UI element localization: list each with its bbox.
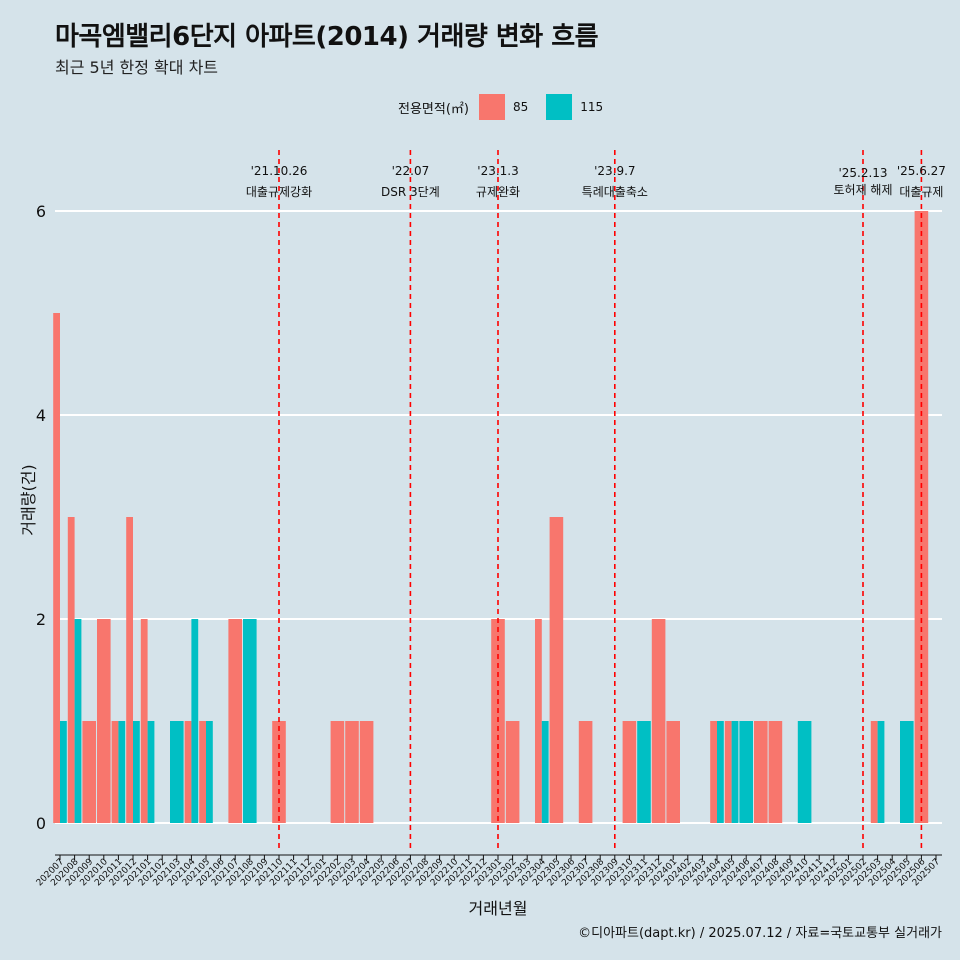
bar-85-202009 xyxy=(82,721,96,823)
bar-85-202408 xyxy=(768,721,783,823)
bar-85-202202 xyxy=(330,721,345,823)
bar-115-202108 xyxy=(243,619,257,823)
event-label: 규제완화 xyxy=(476,185,520,199)
bar-115-202505 xyxy=(900,721,914,823)
bar-115-202104 xyxy=(191,619,199,823)
x-axis-title: 거래년월 xyxy=(469,899,528,918)
bar-85-202304 xyxy=(535,619,542,823)
bar-85-202008 xyxy=(67,517,75,823)
bar-85-202310 xyxy=(622,721,637,823)
bar-115-202008 xyxy=(74,619,82,823)
y-tick-label: 4 xyxy=(36,406,46,425)
bar-115-202406 xyxy=(739,721,753,823)
chart-subtitle: 최근 5년 한정 확대 차트 xyxy=(55,58,219,77)
bar-85-202302 xyxy=(505,721,520,823)
bar-85-202204 xyxy=(359,721,374,823)
bar-85-202105 xyxy=(199,721,206,823)
chart-title: 마곡엠밸리6단지 아파트(2014) 거래량 변화 흐름 xyxy=(55,22,599,52)
bar-85-202104 xyxy=(184,721,192,823)
bar-85-202010 xyxy=(97,619,111,823)
bar-115-202404 xyxy=(717,721,724,823)
event-label: 토허제 해제 xyxy=(833,183,892,197)
bar-115-202105 xyxy=(206,721,213,823)
bar-115-202103 xyxy=(170,721,184,823)
bar-115-202007 xyxy=(60,721,67,823)
bar-85-202503 xyxy=(870,721,878,823)
bar-85-202101 xyxy=(140,619,148,823)
event-label: 대출규제 xyxy=(899,185,943,199)
bar-115-202311 xyxy=(637,721,651,823)
event-label: DSR 3단계 xyxy=(381,185,440,199)
bar-85-202305 xyxy=(549,517,564,823)
legend-swatch-85 xyxy=(478,94,505,120)
event-label: 특례대출축소 xyxy=(582,185,648,199)
event-date: '21.10.26 xyxy=(251,164,308,178)
bar-115-202405 xyxy=(731,721,739,823)
bar-115-202101 xyxy=(147,721,155,823)
y-tick-label: 0 xyxy=(36,814,46,833)
bar-115-202012 xyxy=(133,721,140,823)
event-date: '23.9.7 xyxy=(594,164,635,178)
y-tick-label: 6 xyxy=(36,202,46,221)
bar-85-202405 xyxy=(724,721,732,823)
source-caption: ©디아파트(dapt.kr) / 2025.07.12 / 자료=국토교통부 실… xyxy=(578,926,942,941)
bar-115-202011 xyxy=(118,721,126,823)
bar-115-202410 xyxy=(797,721,812,823)
event-label: 대출규제강화 xyxy=(246,185,312,199)
bar-85-202404 xyxy=(710,721,717,823)
legend-label-115: 115 xyxy=(580,100,604,114)
bar-85-202401 xyxy=(666,721,680,823)
bar-85-202011 xyxy=(111,721,119,823)
bar-85-202506 xyxy=(914,211,929,823)
legend-title: 전용면적(㎡) xyxy=(398,101,469,117)
y-axis-title: 거래량(건) xyxy=(19,464,38,535)
event-date: '25.2.13 xyxy=(838,166,887,180)
bar-85-202407 xyxy=(754,721,768,823)
y-tick-label: 2 xyxy=(36,610,46,629)
bar-85-202007 xyxy=(53,313,60,823)
bar-115-202503 xyxy=(877,721,885,823)
bar-85-202012 xyxy=(126,517,133,823)
legend-label-85: 85 xyxy=(512,100,529,114)
event-date: '23.1.3 xyxy=(477,164,518,178)
bar-85-202203 xyxy=(345,721,359,823)
bar-85-202307 xyxy=(578,721,593,823)
bar-85-202107 xyxy=(228,619,242,823)
bar-85-202312 xyxy=(651,619,666,823)
legend-swatch-115 xyxy=(546,94,573,120)
event-date: '22.07 xyxy=(392,164,430,178)
legend: 전용면적(㎡) 85 115 xyxy=(398,94,621,120)
bar-115-202304 xyxy=(541,721,549,823)
event-date: '25.6.27 xyxy=(897,164,946,178)
